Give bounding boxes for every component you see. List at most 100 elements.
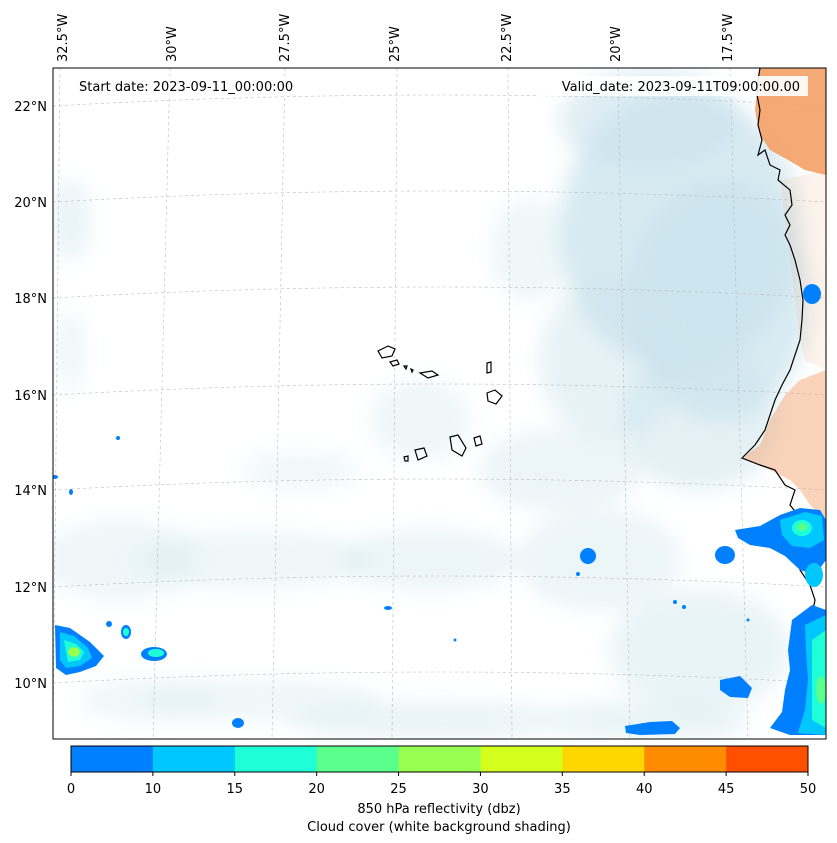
colorbar-tick-label: 50 <box>800 782 817 797</box>
reflectivity-blob <box>625 721 680 735</box>
colorbar-tick-label: 40 <box>636 782 653 797</box>
lon-label: 27.5°W <box>278 14 293 62</box>
colorbar-ticks: 0 10 15 20 25 30 35 40 45 50 <box>67 772 816 797</box>
colorbar-segment <box>480 746 563 772</box>
cloud-patch <box>550 700 750 739</box>
meridian-line <box>507 68 513 739</box>
land-shading-middle <box>780 170 826 370</box>
colorbar-tick-label: 30 <box>472 782 489 797</box>
meridian-line <box>729 68 749 739</box>
reflectivity-blob <box>803 284 821 304</box>
reflectivity-core <box>123 628 129 636</box>
parallel-line <box>53 478 826 491</box>
colorbar-segment <box>71 746 154 772</box>
island-sal <box>486 361 492 374</box>
reflectivity-blob <box>384 606 392 610</box>
meridian-line <box>152 68 171 739</box>
cloud-patch <box>55 310 85 390</box>
lat-label: 22°N <box>14 100 47 115</box>
island-boa-vista <box>486 389 503 405</box>
reflectivity-blob <box>69 489 73 495</box>
island-santo-antao <box>377 345 396 359</box>
reflectivity-blob <box>805 563 823 587</box>
lon-label: 17.5°W <box>721 14 736 62</box>
valid-date-label: Valid_date: 2023-09-11T09:00:00.00 <box>562 80 800 95</box>
island-raso <box>409 367 414 374</box>
cloud-patch <box>520 510 680 610</box>
reflectivity-blob <box>682 605 686 609</box>
island-santiago <box>449 434 467 457</box>
island-maio <box>473 435 483 447</box>
gridlines <box>53 68 826 739</box>
colorbar-sublabel: Cloud cover (white background shading) <box>307 820 571 835</box>
reflectivity-blob <box>576 572 580 576</box>
colorbar-tick-label: 0 <box>67 782 75 797</box>
reflectivity-blob <box>106 621 112 627</box>
parallel-line <box>53 190 826 203</box>
reflectivity-core <box>797 523 807 531</box>
reflectivity-blob <box>453 638 457 642</box>
colorbar-segment <box>316 746 400 772</box>
start-date-box <box>72 76 312 96</box>
colorbar-tick-label: 10 <box>145 782 162 797</box>
cloud-patch <box>610 590 790 710</box>
reflectivity-areas <box>53 284 826 735</box>
reflectivity-core <box>148 649 164 657</box>
reflectivity-blob <box>746 618 750 622</box>
parallel-line <box>53 575 826 588</box>
cloud-patch <box>480 430 640 510</box>
colorbar-tick-label: 25 <box>390 782 407 797</box>
meridian-line <box>617 68 631 739</box>
lon-label: 22.5°W <box>500 14 515 62</box>
colorbar-segment <box>234 746 318 772</box>
island-santa-luzia <box>402 365 408 371</box>
lat-label: 18°N <box>14 292 47 307</box>
reflectivity-blob <box>720 676 752 698</box>
reflectivity-blob <box>715 546 735 564</box>
colorbar-segment <box>152 746 236 772</box>
meridian-line <box>271 68 286 739</box>
parallel-line <box>53 383 826 396</box>
lon-label: 30°W <box>165 26 180 62</box>
colorbar-tick-label: 35 <box>554 782 571 797</box>
reflectivity-blob <box>673 600 677 604</box>
colorbar-tick-label: 15 <box>227 782 244 797</box>
cloud-patch <box>53 520 200 600</box>
island-sao-vicente <box>388 359 400 367</box>
parallel-line <box>53 94 826 107</box>
lat-label: 16°N <box>14 389 47 404</box>
lon-label: 32.5°W <box>56 14 71 62</box>
cloud-patch <box>340 530 520 590</box>
reflectivity-blob <box>53 475 58 479</box>
cloud-patch <box>53 180 90 260</box>
reflectivity-blob <box>116 436 120 440</box>
colorbar <box>71 746 809 772</box>
parallel-line <box>53 671 826 684</box>
reflectivity-blob <box>232 718 244 728</box>
parallel-line <box>53 286 826 299</box>
valid-date-box <box>538 76 808 96</box>
latitude-labels: 22°N 20°N 18°N 16°N 14°N 12°N 10°N <box>14 100 47 692</box>
colorbar-label: 850 hPa reflectivity (dbz) <box>357 802 520 817</box>
cloud-patch <box>240 450 360 490</box>
colorbar-segment <box>644 746 727 772</box>
land-shading-south <box>742 370 826 520</box>
lon-label: 25°W <box>388 26 403 62</box>
island-sao-nicolau <box>418 370 440 379</box>
cloud-patch <box>80 680 220 720</box>
lon-label: 20°W <box>609 26 624 62</box>
lat-label: 12°N <box>14 581 47 596</box>
longitude-labels: 32.5°W 30°W 27.5°W 25°W 22.5°W 20°W 17.5… <box>56 14 736 62</box>
map-frame <box>52 67 827 740</box>
meridian-line <box>53 68 61 739</box>
colorbar-segment <box>726 746 809 772</box>
colorbar-segment <box>562 746 645 772</box>
colorbar-frame <box>70 745 809 773</box>
island-brava <box>403 455 409 462</box>
reflectivity-core <box>68 647 80 657</box>
colorbar-segment <box>398 746 481 772</box>
colorbar-tick-label: 45 <box>718 782 735 797</box>
reflectivity-core <box>816 676 826 704</box>
cape-verde-islands <box>377 345 503 462</box>
